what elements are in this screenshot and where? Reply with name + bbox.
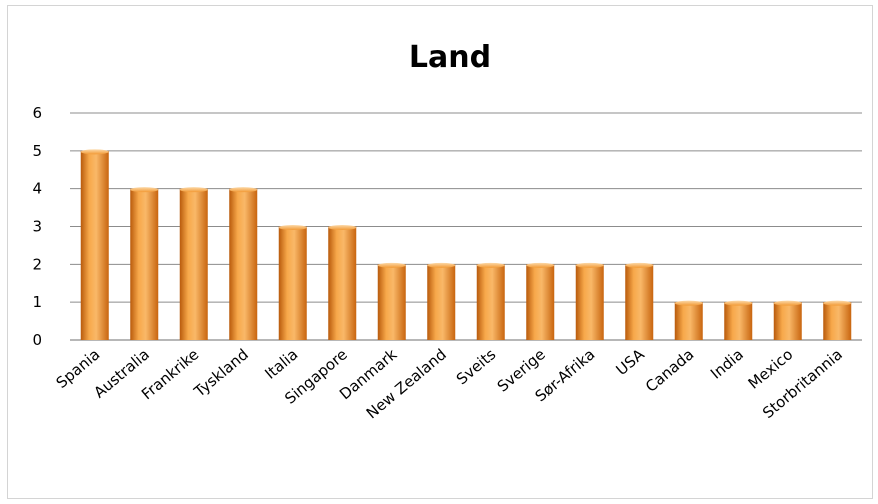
bar-body — [80, 150, 109, 340]
bar — [427, 262, 456, 340]
bar-body — [377, 264, 406, 340]
x-tick-label: Tyskland — [190, 345, 252, 401]
bar — [229, 187, 258, 340]
bar-cap — [476, 262, 505, 268]
y-tick-label: 5 — [32, 142, 42, 160]
bar — [575, 262, 604, 340]
bar — [377, 262, 406, 340]
bar — [80, 149, 109, 340]
bar — [625, 262, 654, 340]
y-axis-ticks: 0 1 2 3 4 5 6 — [32, 104, 42, 349]
bar-cap — [724, 300, 753, 306]
bar-cap — [130, 187, 159, 193]
bar-cap — [229, 187, 258, 193]
bar-cap — [526, 262, 555, 268]
bar — [823, 300, 852, 340]
bar-cap — [377, 262, 406, 268]
bar — [278, 225, 307, 340]
bar — [526, 262, 555, 340]
bar — [328, 225, 357, 340]
bar — [179, 187, 208, 340]
bar-cap — [278, 225, 307, 230]
x-tick-label: India — [707, 345, 747, 382]
bar-cap — [80, 149, 109, 155]
y-tick-label: 1 — [32, 293, 42, 311]
bar-cap — [328, 225, 357, 230]
bars — [80, 149, 852, 340]
bar-body — [724, 302, 753, 340]
bar-body — [674, 302, 703, 340]
bar-cap — [575, 262, 604, 268]
bar-cap — [773, 300, 802, 306]
bar — [476, 262, 505, 340]
y-tick-label: 4 — [32, 180, 42, 198]
bar-body — [526, 264, 555, 340]
x-tick-label: Canada — [642, 345, 697, 395]
bar-body — [625, 264, 654, 340]
x-tick-label: Italia — [261, 345, 301, 383]
bar-body — [130, 188, 159, 340]
bar-body — [427, 264, 456, 340]
bar-cap — [427, 262, 456, 268]
bar-cap — [823, 300, 852, 306]
y-tick-label: 3 — [32, 218, 42, 236]
y-tick-label: 6 — [32, 104, 42, 122]
bar-body — [328, 226, 357, 340]
bar-body — [278, 226, 307, 340]
chart-title: Land — [409, 40, 491, 75]
bar-body — [476, 264, 505, 340]
bar-body — [773, 302, 802, 340]
bar-body — [179, 188, 208, 340]
bar — [130, 187, 159, 340]
bar-body — [823, 302, 852, 340]
bar-body — [575, 264, 604, 340]
bar — [674, 300, 703, 340]
bar-cap — [674, 300, 703, 306]
x-tick-label: USA — [612, 345, 648, 379]
bar-body — [229, 188, 258, 340]
bar — [773, 300, 802, 340]
bar-cap — [625, 262, 654, 268]
x-tick-label: Sveits — [453, 345, 500, 388]
bar — [724, 300, 753, 340]
bar-cap — [179, 187, 208, 193]
y-tick-label: 2 — [32, 255, 42, 273]
y-tick-label: 0 — [32, 331, 42, 349]
